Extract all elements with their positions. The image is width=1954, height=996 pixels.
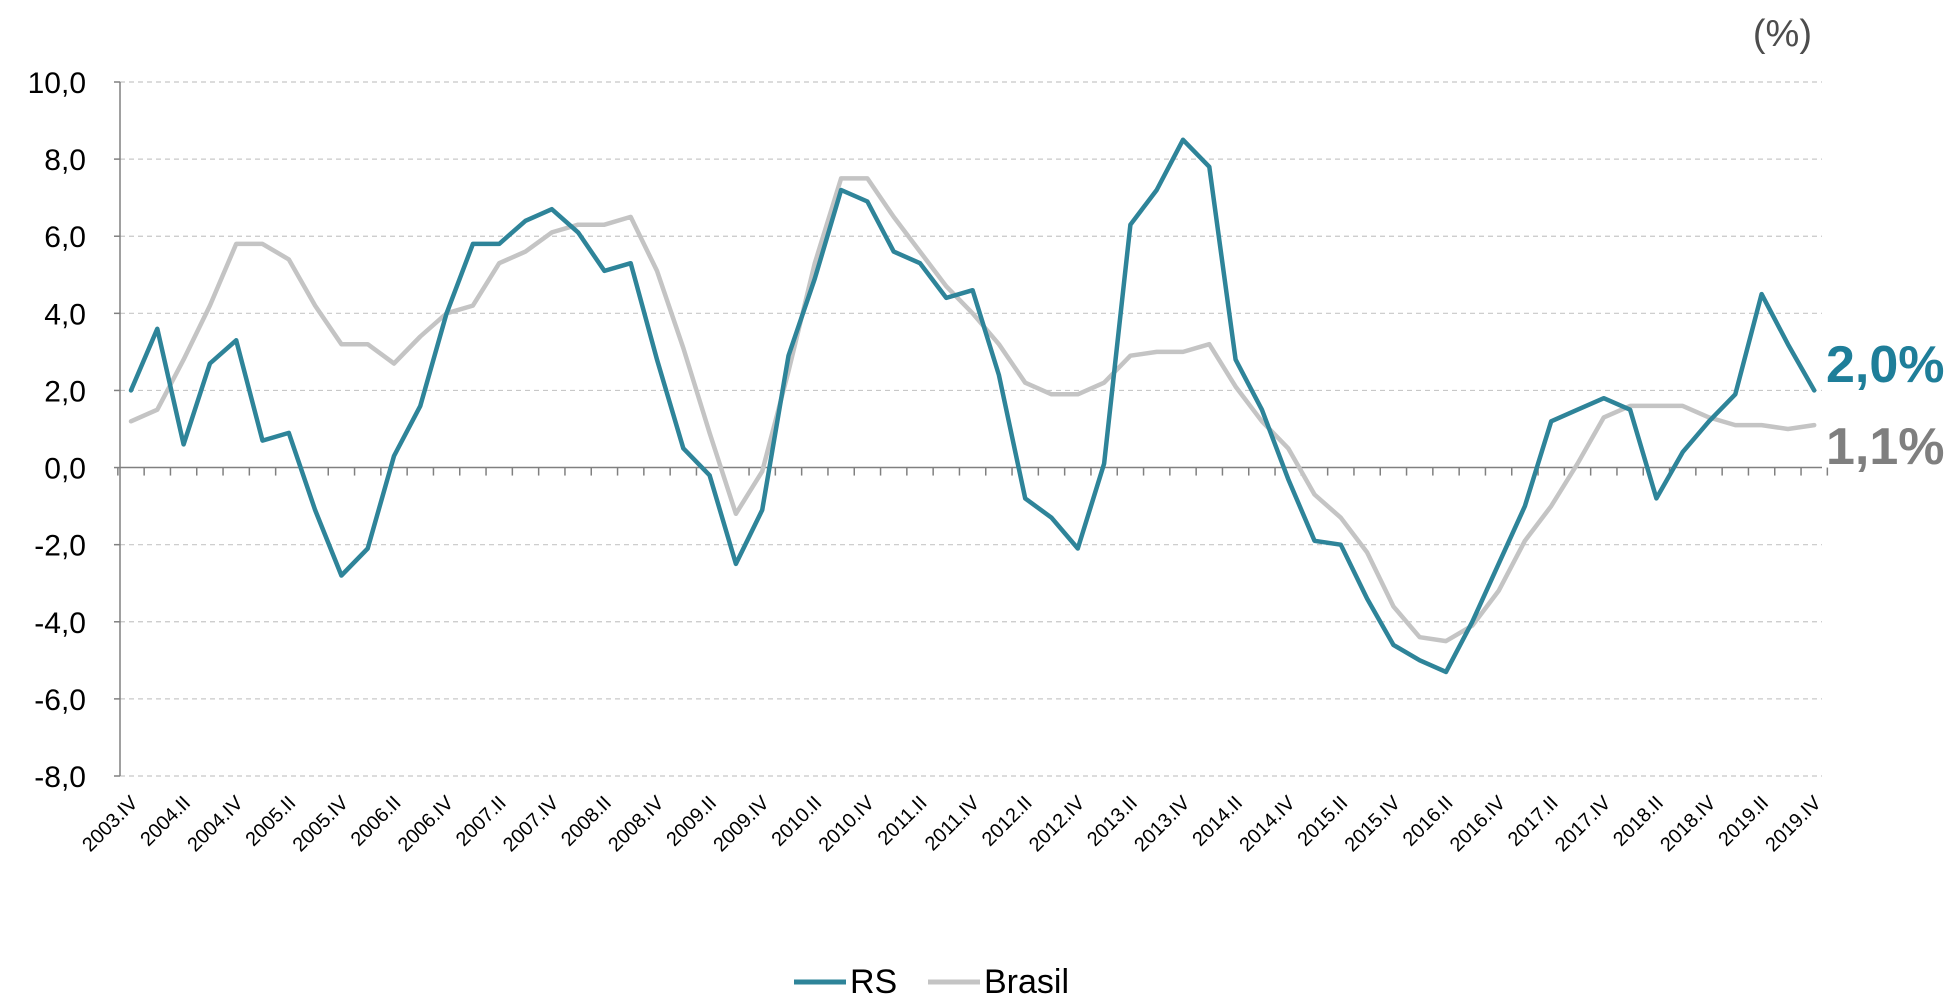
y-tick-label: 6,0 (44, 221, 86, 254)
x-tick-label: 2015.IV (1341, 792, 1406, 857)
x-tick-label: 2010.IV (815, 792, 880, 857)
y-tick-label: -4,0 (34, 607, 86, 640)
legend-brasil-label: Brasil (984, 963, 1069, 996)
x-tick-label: 2014.IV (1235, 792, 1300, 857)
legend-rs-label: RS (850, 963, 897, 996)
x-tick-label: 2013.IV (1130, 792, 1195, 857)
unit-label: (%) (1753, 13, 1812, 55)
y-tick-label: 2,0 (44, 375, 86, 408)
gridlines (120, 81, 1822, 777)
x-tick-label: 2017.IV (1551, 792, 1616, 857)
axes (114, 81, 1829, 777)
series-line-rs (128, 137, 1817, 675)
x-tick-label: 2007.IV (499, 792, 564, 857)
x-tick-label: 2006.IV (394, 792, 459, 857)
x-tick-label: 2012.IV (1025, 792, 1090, 857)
x-tick-label: 2003.IV (78, 792, 143, 857)
x-tick-labels: 2003.IV2004.II2004.IV2005.II2005.IV2006.… (78, 792, 1826, 857)
y-tick-label: 10,0 (28, 67, 86, 100)
series-lines (128, 137, 1817, 675)
rs-end-label: 2,0% (1826, 336, 1945, 394)
brasil-end-label: 1,1% (1826, 418, 1945, 476)
series-line-brasil (128, 176, 1817, 644)
x-tick-label: 2011.IV (921, 792, 985, 856)
x-tick-label: 2009.IV (709, 792, 774, 857)
y-tick-label: -6,0 (34, 684, 86, 717)
y-tick-label: 8,0 (44, 144, 86, 177)
x-tick-label: 2005.IV (289, 792, 354, 857)
x-tick-label: 2008.IV (604, 792, 669, 857)
y-tick-label: 4,0 (44, 298, 86, 331)
y-tick-label: -2,0 (34, 530, 86, 563)
y-tick-label: -8,0 (34, 761, 86, 794)
x-tick-label: 2016.IV (1446, 792, 1511, 857)
x-tick-label: 2019.IV (1761, 792, 1826, 857)
y-tick-label: 0,0 (44, 453, 86, 486)
y-tick-labels: 10,0 8,0 6,0 4,0 2,0 0,0 -2,0 -4,0 -6,0 -8,0 (28, 67, 86, 794)
x-tick-label: 2004.IV (183, 792, 248, 857)
x-tick-label: 2018.IV (1656, 792, 1721, 857)
legend: RS Brasil (794, 963, 1069, 996)
